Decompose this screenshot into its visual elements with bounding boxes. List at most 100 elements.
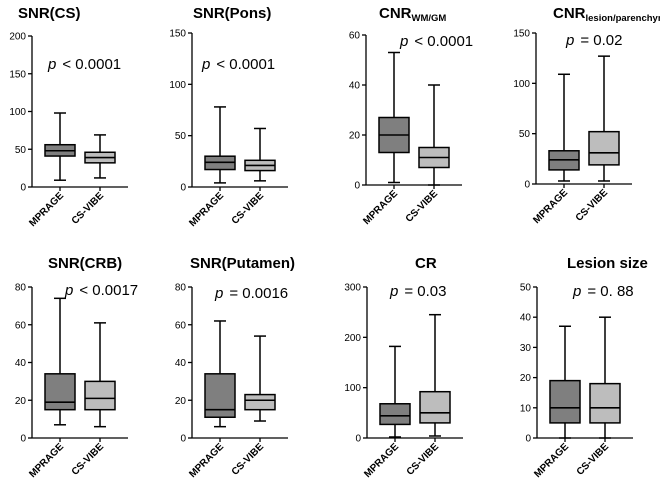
y-tick-label: 20 bbox=[15, 396, 27, 407]
p-value-label: p < 0.0001 bbox=[201, 56, 275, 73]
chart-title: CNRlesion/parenchyma bbox=[553, 5, 660, 24]
y-tick-label: 40 bbox=[349, 81, 361, 92]
p-value-symbol: p bbox=[201, 56, 210, 73]
y-tick-label: 60 bbox=[349, 31, 361, 42]
p-value-label: p = 0. 88 bbox=[572, 283, 634, 300]
chart-title: SNR(Pons) bbox=[193, 5, 271, 22]
box-cs-vibe bbox=[244, 335, 276, 422]
p-value-label: p < 0.0017 bbox=[64, 282, 138, 299]
box-cs-vibe bbox=[589, 316, 621, 439]
y-tick-label: 150 bbox=[9, 69, 26, 80]
x-category-label: MPRAGE bbox=[27, 441, 66, 480]
iqr-box bbox=[588, 130, 620, 166]
chart-title: Lesion size bbox=[567, 255, 648, 272]
iqr-box bbox=[84, 380, 116, 411]
box-cs-vibe bbox=[244, 127, 276, 182]
iqr-box bbox=[379, 403, 411, 426]
p-value-symbol: p bbox=[565, 32, 574, 49]
chart-panel: Lesion size p = 0. 88 0 10 20 30 40 50 MPRAGE CS-V… bbox=[520, 255, 648, 480]
box-cs-vibe bbox=[588, 55, 620, 182]
p-value-symbol: p bbox=[389, 283, 398, 300]
x-category-label: MPRAGE bbox=[27, 190, 66, 229]
box-cs-vibe bbox=[84, 134, 116, 179]
p-value-label: p < 0.0001 bbox=[47, 56, 121, 73]
iqr-box bbox=[244, 393, 276, 411]
y-tick-label: 200 bbox=[9, 32, 26, 43]
chart-title: SNR(CS) bbox=[18, 5, 81, 22]
box-mprage bbox=[204, 106, 236, 184]
x-category-label: CS-VIBE bbox=[230, 190, 267, 227]
chart-panel: SNR(Pons) p < 0.0001 0 50 100 150 MPRAGE CS-VIBE bbox=[169, 5, 288, 229]
y-tick-label: 100 bbox=[169, 80, 186, 91]
iqr-box bbox=[419, 390, 451, 424]
y-tick-label: 100 bbox=[513, 79, 530, 90]
p-value-label: p < 0.0001 bbox=[399, 33, 473, 50]
box-cs-vibe bbox=[419, 313, 451, 437]
p-value-symbol: p bbox=[399, 33, 408, 50]
box-cs-vibe bbox=[418, 84, 450, 186]
x-category-label: MPRAGE bbox=[532, 441, 571, 480]
p-value-label: p = 0.02 bbox=[565, 32, 622, 49]
x-category-label: MPRAGE bbox=[362, 441, 401, 480]
p-value-text: = 0. 88 bbox=[587, 283, 633, 300]
x-category-label: CS-VIBE bbox=[404, 188, 441, 225]
chart-title-main: CNR bbox=[553, 5, 586, 22]
y-tick-label: 100 bbox=[344, 383, 361, 394]
y-tick-label: 0 bbox=[354, 181, 360, 192]
chart-title-main: CR bbox=[415, 255, 437, 272]
chart-title-subscript: WM/GM bbox=[412, 13, 447, 24]
box-mprage bbox=[379, 345, 411, 438]
y-tick-label: 20 bbox=[349, 131, 361, 142]
p-value-symbol: p bbox=[47, 56, 56, 73]
box-mprage bbox=[204, 320, 236, 428]
p-value-text: = 0.0016 bbox=[229, 285, 288, 302]
y-tick-label: 20 bbox=[520, 373, 532, 384]
chart-title-main: SNR(CS) bbox=[18, 5, 81, 22]
y-tick-label: 300 bbox=[344, 283, 361, 294]
y-tick-label: 10 bbox=[520, 403, 532, 414]
chart-title-subscript: lesion/parenchyma bbox=[586, 13, 660, 24]
p-value-text: < 0.0017 bbox=[79, 282, 138, 299]
y-tick-label: 0 bbox=[524, 180, 530, 191]
x-category-label: CS-VIBE bbox=[70, 441, 107, 478]
y-tick-label: 80 bbox=[175, 283, 187, 294]
y-tick-label: 200 bbox=[344, 333, 361, 344]
p-value-label: p = 0.0016 bbox=[214, 285, 288, 302]
y-tick-label: 50 bbox=[519, 129, 531, 140]
chart-panel: SNR(CRB) p < 0.0017 0 20 40 60 80 MPRAGE CS-VIBE bbox=[15, 255, 138, 480]
y-tick-label: 20 bbox=[175, 396, 187, 407]
p-value-symbol: p bbox=[572, 283, 581, 300]
x-category-label: MPRAGE bbox=[187, 190, 226, 229]
chart-title-main: SNR(Putamen) bbox=[190, 255, 295, 272]
y-tick-label: 150 bbox=[169, 29, 186, 40]
chart-title-main: SNR(CRB) bbox=[48, 255, 122, 272]
p-value-symbol: p bbox=[214, 285, 223, 302]
iqr-box bbox=[204, 373, 236, 418]
p-value-text: = 0.02 bbox=[580, 32, 622, 49]
p-value-text: < 0.0001 bbox=[414, 33, 473, 50]
y-tick-label: 0 bbox=[180, 434, 186, 445]
x-category-label: CS-VIBE bbox=[574, 187, 611, 224]
x-category-label: MPRAGE bbox=[361, 188, 400, 227]
y-tick-label: 150 bbox=[513, 29, 530, 40]
p-value-text: = 0.03 bbox=[404, 283, 446, 300]
chart-title-main: Lesion size bbox=[567, 255, 648, 272]
chart-panel: SNR(CS) p < 0.0001 0 50 100 150 200 MPRAGE CS-VIB… bbox=[9, 5, 128, 229]
x-category-label: CS-VIBE bbox=[70, 190, 107, 227]
y-tick-label: 50 bbox=[520, 283, 532, 294]
iqr-box bbox=[549, 379, 581, 424]
y-tick-label: 30 bbox=[520, 343, 532, 354]
x-category-label: CS-VIBE bbox=[230, 441, 267, 478]
y-tick-label: 0 bbox=[20, 183, 26, 194]
chart-title-main: SNR(Pons) bbox=[193, 5, 271, 22]
y-tick-label: 0 bbox=[355, 434, 361, 445]
chart-title: SNR(CRB) bbox=[48, 255, 122, 272]
chart-title: SNR(Putamen) bbox=[190, 255, 295, 272]
box-mprage bbox=[549, 325, 581, 439]
y-tick-label: 40 bbox=[175, 358, 187, 369]
chart-panel: CNRWM/GM p < 0.0001 0 20 40 60 MPRAGE CS-VIBE bbox=[349, 5, 473, 227]
p-value-text: < 0.0001 bbox=[216, 56, 275, 73]
chart-title: CNRWM/GM bbox=[379, 5, 446, 24]
y-tick-label: 0 bbox=[20, 434, 26, 445]
